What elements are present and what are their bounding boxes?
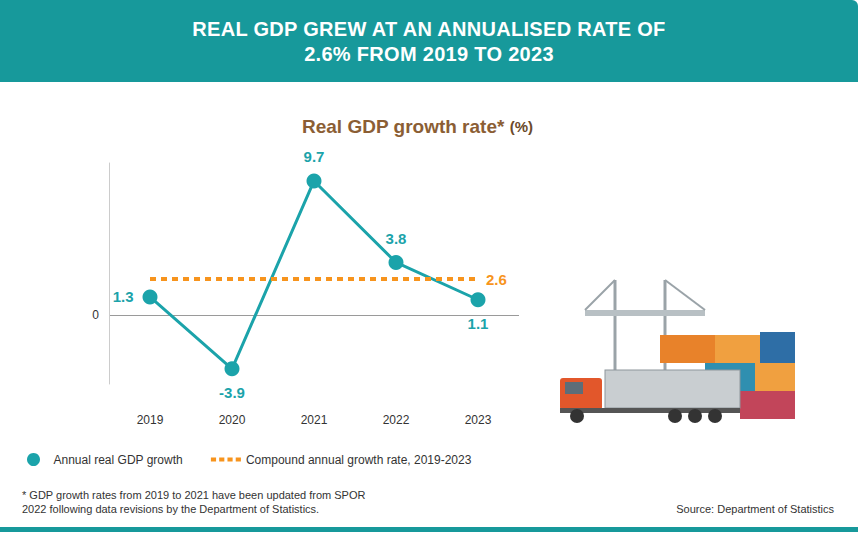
svg-text:2019: 2019 [137,413,164,427]
svg-text:1.1: 1.1 [468,315,489,332]
svg-text:-3.9: -3.9 [219,384,245,401]
html-text:Source: Department of Statisti: Source: Department of Statistics [676,503,834,515]
svg-text:Compound annual growth rate, 2: Compound annual growth rate, 2019-2023 [246,453,472,467]
svg-text:2022: 2022 [383,413,410,427]
html-text:REAL GDP GREW AT AN ANNUALISED: REAL GDP GREW AT AN ANNUALISED RATE OF 2… [192,18,666,65]
svg-text:3.8: 3.8 [386,230,407,247]
svg-text:(%): (%) [510,118,533,135]
svg-text:0: 0 [92,308,99,322]
svg-text:9.7: 9.7 [304,148,325,165]
svg-text:2023: 2023 [465,413,492,427]
svg-text:Real GDP growth rate*: Real GDP growth rate* [302,116,505,137]
html-text:* GDP growth rates from 2019 t: * GDP growth rates from 2019 to 2021 hav… [22,489,366,515]
svg-text:Annual real GDP growth: Annual real GDP growth [54,453,183,467]
svg-text:2.6: 2.6 [486,271,507,288]
svg-text:2020: 2020 [219,413,246,427]
svg-text:2021: 2021 [301,413,328,427]
svg-text:1.3: 1.3 [113,288,134,305]
